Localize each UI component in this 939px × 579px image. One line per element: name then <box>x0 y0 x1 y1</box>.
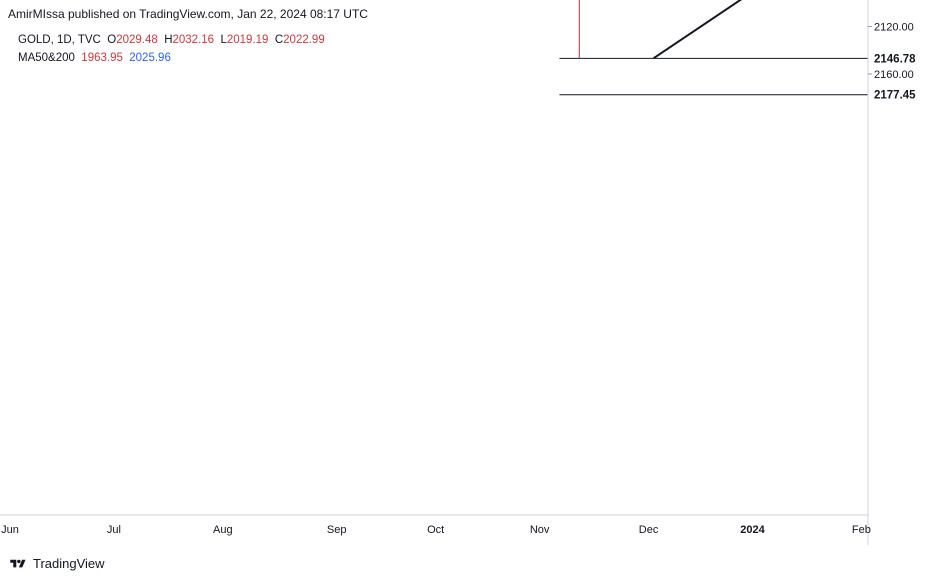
legend-open-label: O <box>107 34 117 46</box>
tradingview-logo-icon <box>10 559 26 567</box>
x-tick-label: Oct <box>427 524 444 536</box>
tradingview-brand: TradingView <box>33 556 105 571</box>
x-tick-label: 2024 <box>740 524 765 536</box>
candles-layer <box>578 0 580 59</box>
y-tick-label: 2120.00 <box>874 22 914 34</box>
axes-layer: 1800.001840.001880.001920.002120.002160.… <box>0 0 914 545</box>
legend-ma-label: MA50&200 <box>18 52 75 64</box>
legend-close-label: C <box>274 34 284 46</box>
legend-ohlc: GOLD, 1D, TVC O2029.48 H2032.16 L2019.19… <box>18 34 325 46</box>
x-tick-label: Sep <box>327 524 347 536</box>
x-tick-label: Aug <box>213 524 233 536</box>
level-label-bg <box>869 86 931 102</box>
x-tick-label: Nov <box>530 524 550 536</box>
x-tick-label: Dec <box>639 524 659 536</box>
legend-close: 2022.99 <box>283 34 325 46</box>
level-label: 2177.45 <box>874 90 916 102</box>
legend-symbol: GOLD, 1D, TVC <box>18 34 101 46</box>
candle <box>578 0 580 59</box>
trendline-layer <box>652 0 743 60</box>
legend-open: 2029.48 <box>116 34 158 46</box>
legend-low: 2019.19 <box>226 34 269 46</box>
price-labels-layer: 2177.452146.782091.282078.992061.912047.… <box>869 50 931 102</box>
x-tick-label: Jul <box>107 524 121 536</box>
x-tick-label: Feb <box>852 524 871 536</box>
published-caption: AmirMIssa published on TradingView.com, … <box>8 7 368 21</box>
level-label: 2146.78 <box>874 53 916 65</box>
legend-ma50-value: 1963.95 <box>81 52 123 64</box>
x-tick-label: Jun <box>1 524 19 536</box>
level-label-bg <box>869 50 931 66</box>
legend-high: 2032.16 <box>172 34 215 46</box>
tradingview-footer[interactable]: TradingView <box>8 556 105 571</box>
legend-ma200-value: 2025.96 <box>129 52 171 64</box>
y-tick-label: 2160.00 <box>874 69 914 81</box>
levels-layer <box>559 57 868 96</box>
legend-low-label: L <box>220 34 227 46</box>
legend-high-label: H <box>164 34 173 46</box>
legend-ma: MA50&200 1963.95 2025.96 <box>18 52 171 64</box>
trendline <box>652 0 743 60</box>
